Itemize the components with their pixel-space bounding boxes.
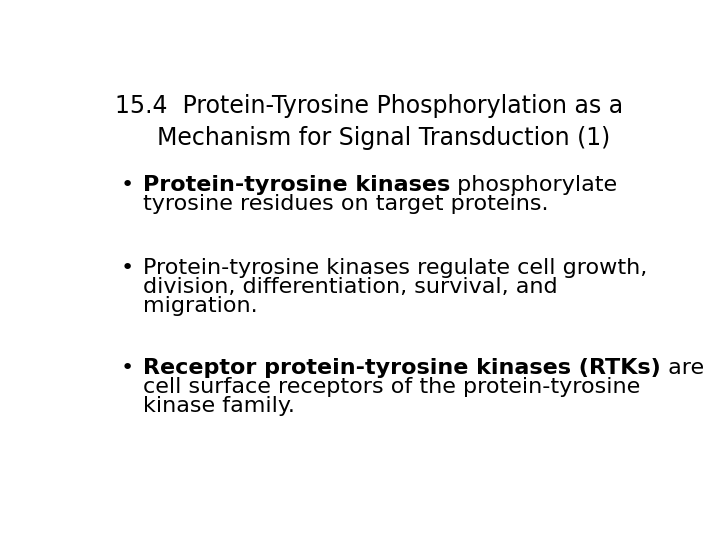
Text: cell surface receptors of the protein-tyrosine: cell surface receptors of the protein-ty…: [143, 377, 640, 397]
Text: tyrosine residues on target proteins.: tyrosine residues on target proteins.: [143, 194, 549, 214]
Text: phosphorylate: phosphorylate: [450, 175, 617, 195]
Text: kinase family.: kinase family.: [143, 396, 295, 416]
Text: •: •: [121, 258, 134, 278]
Text: migration.: migration.: [143, 296, 258, 316]
Text: •: •: [121, 358, 134, 378]
Text: Receptor protein-tyrosine kinases (RTKs): Receptor protein-tyrosine kinases (RTKs): [143, 358, 661, 378]
Text: 15.4  Protein-Tyrosine Phosphorylation as a
    Mechanism for Signal Transductio: 15.4 Protein-Tyrosine Phosphorylation as…: [115, 94, 623, 150]
Text: •: •: [121, 175, 134, 195]
Text: Protein-tyrosine kinases regulate cell growth,: Protein-tyrosine kinases regulate cell g…: [143, 258, 647, 278]
Text: are: are: [661, 358, 704, 378]
Text: Protein-tyrosine kinases: Protein-tyrosine kinases: [143, 175, 450, 195]
Text: division, differentiation, survival, and: division, differentiation, survival, and: [143, 277, 557, 297]
